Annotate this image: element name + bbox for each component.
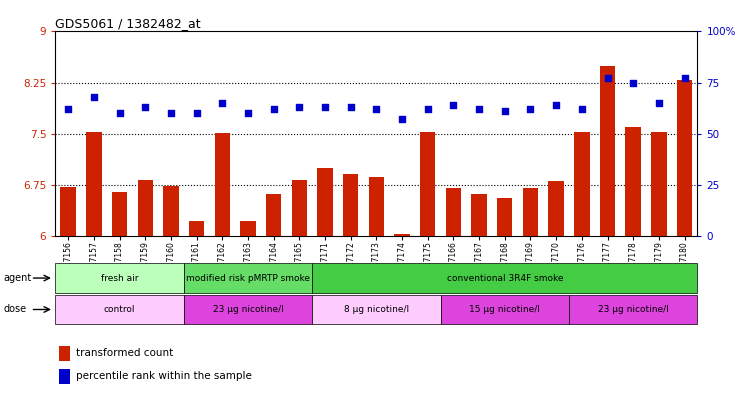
Text: 23 μg nicotine/l: 23 μg nicotine/l xyxy=(213,305,283,314)
Point xyxy=(601,75,613,82)
Point xyxy=(576,106,587,112)
Text: modified risk pMRTP smoke: modified risk pMRTP smoke xyxy=(186,274,310,283)
Text: fresh air: fresh air xyxy=(101,274,138,283)
Bar xyxy=(441,295,569,324)
Text: 15 μg nicotine/l: 15 μg nicotine/l xyxy=(469,305,540,314)
Text: transformed count: transformed count xyxy=(76,348,173,358)
Text: 23 μg nicotine/l: 23 μg nicotine/l xyxy=(598,305,669,314)
Point xyxy=(653,100,665,106)
Bar xyxy=(61,187,76,236)
Bar xyxy=(58,346,70,361)
Point xyxy=(525,106,537,112)
Point xyxy=(499,108,511,114)
Bar xyxy=(55,295,184,324)
Point xyxy=(62,106,74,112)
Point xyxy=(319,104,331,110)
Bar xyxy=(677,81,692,236)
Point xyxy=(551,102,562,108)
Bar xyxy=(215,133,230,236)
Bar xyxy=(394,235,410,236)
Point xyxy=(447,102,459,108)
Point xyxy=(396,116,408,123)
Bar xyxy=(189,221,204,236)
Point xyxy=(345,104,356,110)
Bar xyxy=(86,132,102,236)
Point xyxy=(294,104,306,110)
Point xyxy=(165,110,177,116)
Point xyxy=(473,106,485,112)
Point xyxy=(242,110,254,116)
Bar xyxy=(58,369,70,384)
Bar xyxy=(626,127,641,236)
Bar xyxy=(112,191,127,236)
Bar xyxy=(312,263,697,293)
Text: conventional 3R4F smoke: conventional 3R4F smoke xyxy=(446,274,563,283)
Bar xyxy=(163,186,179,236)
Bar xyxy=(266,194,281,236)
Bar xyxy=(241,221,255,236)
Point xyxy=(139,104,151,110)
Bar xyxy=(446,188,461,236)
Bar xyxy=(55,263,184,293)
Text: control: control xyxy=(104,305,135,314)
Bar xyxy=(569,295,697,324)
Point xyxy=(88,94,100,100)
Bar xyxy=(184,263,312,293)
Point xyxy=(627,79,639,86)
Text: GDS5061 / 1382482_at: GDS5061 / 1382482_at xyxy=(55,17,201,30)
Bar xyxy=(497,198,512,236)
Bar xyxy=(548,181,564,236)
Bar xyxy=(369,177,384,236)
Bar xyxy=(574,132,590,236)
Bar xyxy=(137,180,153,236)
Bar xyxy=(600,66,615,236)
Bar xyxy=(472,194,487,236)
Point xyxy=(268,106,280,112)
Point xyxy=(190,110,202,116)
Point xyxy=(370,106,382,112)
Point xyxy=(679,75,691,82)
Text: percentile rank within the sample: percentile rank within the sample xyxy=(76,371,252,381)
Bar xyxy=(523,188,538,236)
Bar xyxy=(292,180,307,236)
Point xyxy=(216,100,228,106)
Point xyxy=(422,106,434,112)
Bar xyxy=(420,132,435,236)
Bar xyxy=(651,132,666,236)
Bar xyxy=(312,295,441,324)
Point xyxy=(114,110,125,116)
Bar xyxy=(184,295,312,324)
Text: agent: agent xyxy=(4,273,32,283)
Text: dose: dose xyxy=(4,305,27,314)
Text: 8 μg nicotine/l: 8 μg nicotine/l xyxy=(344,305,409,314)
Bar xyxy=(317,168,333,236)
Bar xyxy=(343,174,359,236)
